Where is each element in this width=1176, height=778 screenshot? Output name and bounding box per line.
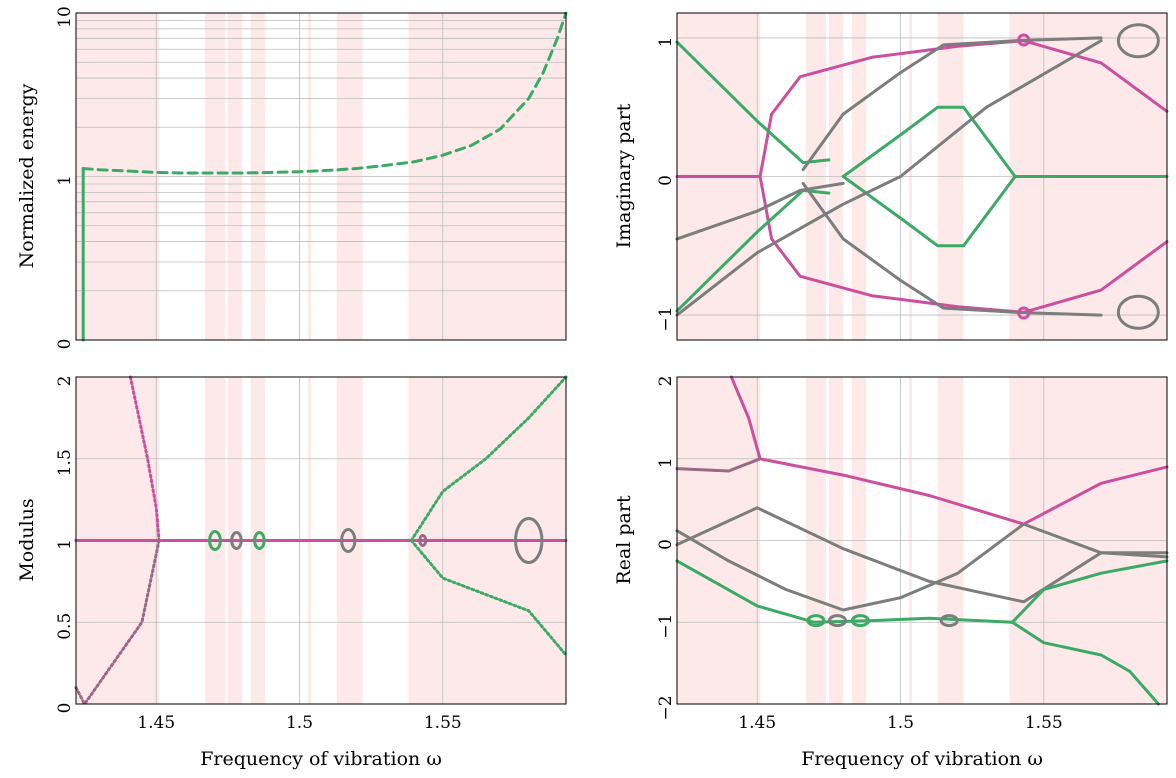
energy-y-label: Normalized energy [16, 83, 38, 268]
energy-ytick-label-0: 0 [55, 339, 75, 350]
modulus-loop-1 [230, 531, 243, 550]
modulus-loop-4 [418, 534, 428, 547]
modulus-ytick-label-0: 0 [55, 703, 75, 714]
energy-series [81, 11, 568, 342]
real-series-0 [729, 375, 762, 461]
imag-panel: −1 0 1 Imaginary part [613, 12, 1169, 341]
energy-panel: 0 1 10 Normalized energy [16, 6, 568, 349]
modulus-loop-0 [208, 530, 222, 551]
energy-y-ticks: 0 1 10 [55, 6, 75, 349]
imag-loop-right-bottom [1116, 294, 1160, 330]
imag-loop-bottom [1017, 306, 1031, 320]
imag-series-10 [675, 39, 1103, 317]
imag-ytick-label-2: 1 [656, 37, 676, 48]
modulus-panel: 0 0.5 1 1.5 2 1.45 1.5 1.55 Modulus Frequency o… [16, 375, 568, 770]
modulus-series-3 [409, 375, 568, 542]
imag-ytick-label-0: −1 [656, 307, 676, 332]
real-series-4 [675, 506, 1169, 604]
modulus-xtick-label-0: 1.45 [137, 713, 175, 733]
real-xtick-label-0: 1.45 [738, 713, 776, 733]
real-ticks: −2 −1 0 1 2 1.45 1.5 1.55 [656, 376, 1063, 733]
modulus-xtick-label-1: 1.5 [286, 713, 313, 733]
real-series-6 [1010, 559, 1169, 624]
imag-series-4 [675, 188, 831, 313]
imag-series-3 [675, 40, 831, 165]
real-loop-1 [827, 614, 847, 628]
real-y-label: Real part [613, 495, 635, 585]
modulus-xtick-label-2: 1.55 [424, 713, 462, 733]
real-xtick-label-2: 1.55 [1025, 713, 1063, 733]
real-panel: −2 −1 0 1 2 1.45 1.5 1.55 Real part Frequency o… [613, 375, 1169, 770]
real-ytick-label-2: 0 [656, 539, 676, 550]
modulus-plot-frame [75, 376, 567, 705]
modulus-ticks: 0 0.5 1 1.5 2 1.45 1.5 1.55 [55, 376, 462, 733]
energy-series-1 [81, 11, 568, 175]
modulus-loop-5 [514, 517, 544, 564]
modulus-loop-2 [253, 531, 266, 550]
modulus-ytick-label-2: 1 [55, 539, 75, 550]
modulus-x-label: Frequency of vibration ω [200, 748, 442, 770]
imag-y-label: Imaginary part [613, 103, 635, 248]
modulus-series-4 [409, 539, 568, 657]
imag-series [675, 23, 1169, 330]
imag-series-7 [675, 181, 845, 241]
real-xtick-label-1: 1.5 [887, 713, 914, 733]
modulus-y-label: Modulus [16, 498, 38, 581]
real-series-2 [675, 457, 762, 473]
real-loop-0 [806, 614, 826, 628]
real-x-label: Frequency of vibration ω [801, 748, 1043, 770]
imag-loop-right-top [1116, 23, 1160, 59]
imag-series-5 [841, 105, 1169, 178]
energy-plot-frame [75, 12, 567, 341]
real-ytick-label-1: −1 [656, 614, 676, 639]
energy-ytick-label-2: 10 [55, 6, 75, 28]
real-series-1 [758, 457, 1169, 526]
real-loop-3 [939, 614, 959, 628]
modulus-series [74, 375, 568, 706]
energy-ytick-label-1: 1 [55, 175, 75, 186]
energy-grid [76, 13, 566, 340]
imag-series-1 [758, 39, 1169, 178]
real-ytick-label-4: 2 [656, 376, 676, 387]
modulus-ytick-label-1: 0.5 [55, 613, 75, 640]
modulus-series-2 [74, 539, 161, 706]
real-series-3 [675, 522, 1169, 612]
imag-series-6 [841, 175, 1017, 248]
modulus-ytick-label-3: 1.5 [55, 449, 75, 476]
imag-loop-top [1017, 33, 1031, 47]
real-series-7 [1010, 620, 1160, 706]
imag-ytick-label-1: 0 [656, 175, 676, 186]
modulus-loop-3 [340, 528, 357, 553]
real-plot-frame [676, 376, 1168, 705]
real-ytick-label-3: 1 [656, 457, 676, 468]
real-ytick-label-0: −2 [656, 695, 676, 720]
modulus-series-1 [128, 375, 161, 542]
modulus-ytick-label-4: 2 [55, 376, 75, 387]
imag-series-2 [758, 175, 1169, 314]
imag-y-ticks: −1 0 1 [656, 37, 676, 332]
imag-plot-frame [676, 12, 1168, 341]
real-loop-2 [850, 614, 870, 628]
real-series [675, 375, 1169, 706]
